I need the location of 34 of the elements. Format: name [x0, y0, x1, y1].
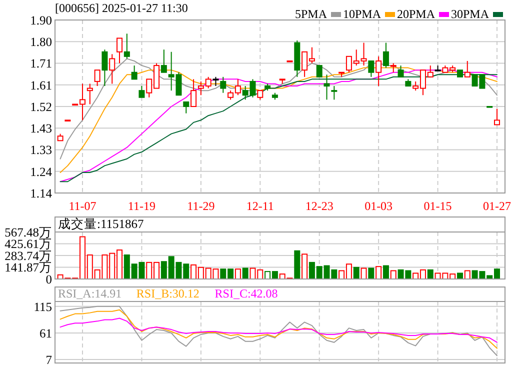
series-label: RSI_B:30.12: [136, 286, 200, 300]
legend-label: 20PMA: [396, 7, 436, 21]
y-tick-label: 0: [46, 272, 52, 286]
chart-title: [000656] 2025-01-27 11:30: [55, 1, 188, 15]
y-tick-label: 1.14: [30, 186, 53, 200]
y-tick-label: 61: [40, 326, 52, 340]
legend-label: 30PMA: [450, 7, 490, 21]
y-tick-label: 1.33: [30, 143, 52, 158]
series-label: RSI_A:14.91: [58, 286, 122, 300]
chart-title: 成交量:1151867: [58, 216, 144, 231]
text: RSI_C:42.08: [214, 286, 278, 300]
x-tick-label: 01-27: [483, 199, 511, 213]
x-tick-label: 11-07: [68, 199, 96, 213]
y-tick-label: 1.61: [30, 78, 52, 92]
x-tick-label: 11-19: [128, 199, 156, 213]
y-tick-label: 283.74万: [4, 248, 52, 263]
legend-label: 5PMA: [294, 7, 328, 21]
y-tick-label: 1.24: [30, 164, 53, 179]
legend-label: 10PMA: [342, 7, 382, 21]
y-tick-label: 115: [34, 300, 52, 314]
y-tick-label: 567.48万: [4, 225, 52, 240]
y-tick-label: 7: [46, 352, 52, 365]
y-tick-label: 1.71: [30, 56, 52, 71]
x-tick-label: 11-29: [187, 199, 215, 213]
x-tick-label: 01-15: [424, 199, 452, 213]
y-tick-label: 141.87万: [4, 260, 52, 275]
y-tick-label: 1.90: [30, 13, 52, 28]
y-tick-label: 425.61万: [4, 237, 52, 252]
x-tick-label: 12-11: [246, 199, 274, 213]
x-tick-label: 12-23: [305, 199, 334, 213]
x-tick-label: 01-03: [364, 199, 393, 213]
y-tick-label: 1.80: [30, 35, 52, 49]
y-tick-label: 1.43: [30, 122, 52, 136]
y-tick-label: 1.52: [30, 100, 52, 114]
